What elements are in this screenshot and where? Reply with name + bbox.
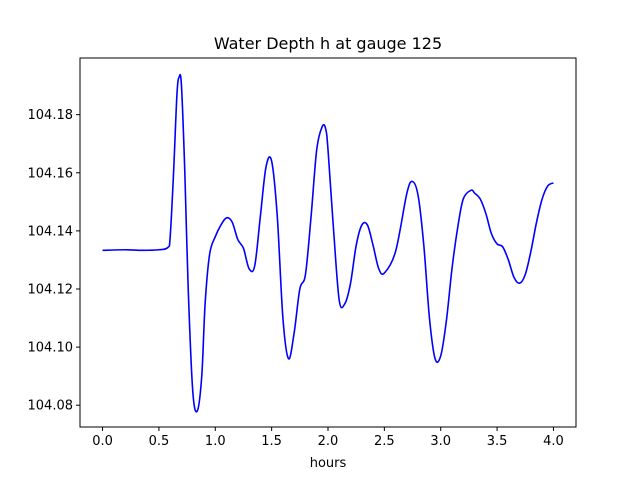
- x-tick-label: 1.0: [205, 434, 226, 449]
- y-tick-label: 104.10: [28, 341, 74, 356]
- x-tick-label: 3.0: [430, 434, 451, 449]
- x-tick-label: 0.5: [149, 434, 170, 449]
- x-tick-label: 0.0: [92, 434, 113, 449]
- x-tick-label: 3.5: [487, 434, 508, 449]
- x-tick-label: 1.5: [261, 434, 282, 449]
- chart-title: Water Depth h at gauge 125: [214, 34, 442, 53]
- y-axis: 104.08 104.10 104.12 104.14 104.16 104.18: [28, 108, 80, 414]
- y-tick-label: 104.16: [28, 166, 74, 181]
- plot-area: [102, 73, 554, 413]
- series-line: [102, 73, 554, 413]
- x-tick-label: 2.0: [318, 434, 339, 449]
- x-tick-label: 4.0: [543, 434, 564, 449]
- x-axis: 0.0 0.5 1.0 1.5 2.0 2.5 3.0 3.5 4.0: [92, 427, 564, 449]
- y-tick-label: 104.18: [28, 108, 74, 123]
- y-tick-label: 104.08: [28, 399, 74, 414]
- x-tick-label: 2.5: [374, 434, 395, 449]
- x-axis-label: hours: [310, 456, 347, 471]
- y-tick-label: 104.14: [28, 224, 74, 239]
- y-tick-label: 104.12: [28, 282, 74, 297]
